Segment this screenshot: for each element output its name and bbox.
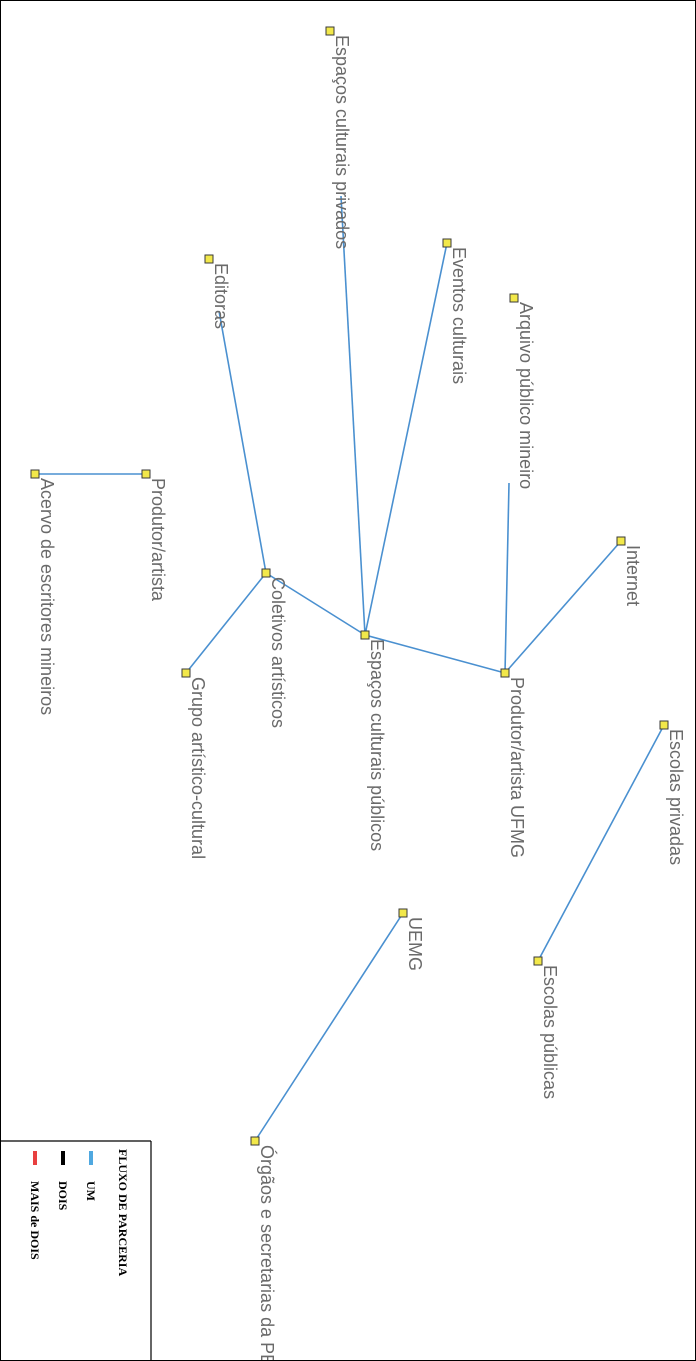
edge-prod_ufmg-internet [504, 540, 622, 674]
node-label: Espaços culturais privados [332, 35, 352, 249]
node-internet[interactable]: Internet [616, 536, 643, 606]
node-editoras[interactable]: Editoras [204, 254, 231, 329]
node-marker[interactable] [30, 469, 40, 479]
node-label: Eventos culturais [449, 247, 469, 384]
node-label: Espaços culturais públicos [367, 639, 387, 851]
node-prod_ufmg[interactable]: Produtor/artista UFMG [500, 668, 527, 858]
node-label: Acervo de escritores mineiros [37, 478, 57, 715]
node-label: UEMG [405, 917, 425, 971]
legend-label: DOIS [56, 1181, 70, 1211]
node-label: Produtor/artista UFMG [507, 677, 527, 858]
node-label: Produtor/artista [148, 478, 168, 602]
node-esc_priv[interactable]: Escolas privadas [659, 720, 686, 865]
legend-item: UM [84, 1151, 98, 1201]
node-esc_pub[interactable]: Escolas públicas [533, 956, 560, 1099]
node-marker[interactable] [204, 254, 214, 264]
node-marker[interactable] [659, 720, 669, 730]
edge-coletivos-esp_pub [265, 572, 366, 636]
node-marker[interactable] [398, 908, 408, 918]
nodes-layer: Espaços culturais privados Eventos cultur… [30, 26, 686, 1361]
node-marker[interactable] [616, 536, 626, 546]
node-label: Editoras [211, 263, 231, 329]
node-esp_priv[interactable]: Espaços culturais privados [325, 26, 352, 249]
legend-item: DOIS [56, 1151, 70, 1211]
node-marker[interactable] [500, 668, 510, 678]
node-label: Internet [623, 545, 643, 606]
edge-esp_pub-prod_ufmg [364, 634, 506, 674]
node-marker[interactable] [250, 1136, 260, 1146]
legend: FLUXO DE PARCERIA UM DOIS MAIS de DOIS [1, 1140, 152, 1360]
node-grupo[interactable]: Grupo artístico-cultural [181, 668, 208, 859]
node-label: Órgãos e secretarias da PBH [257, 1145, 278, 1361]
node-arquivo[interactable]: Arquivo público mineiro [509, 293, 536, 489]
node-marker[interactable] [509, 293, 519, 303]
node-coletivos[interactable]: Coletivos artísticos [261, 568, 288, 728]
node-label: Escolas privadas [666, 729, 686, 865]
node-label: Arquivo público mineiro [516, 302, 536, 489]
node-marker[interactable] [141, 469, 151, 479]
edge-esp_pub-eventos [364, 242, 448, 636]
node-orgaos[interactable]: Órgãos e secretarias da PBH [250, 1136, 278, 1361]
edge-esp_pub-esp_priv [340, 195, 366, 636]
node-esp_pub[interactable]: Espaços culturais públicos [360, 630, 387, 851]
node-label: Escolas públicas [540, 965, 560, 1099]
node-marker[interactable] [442, 238, 452, 248]
edge-uemg-orgaos [254, 912, 404, 1142]
node-marker[interactable] [533, 956, 543, 966]
edges-layer [35, 195, 665, 1142]
node-uemg[interactable]: UEMG [398, 908, 425, 971]
legend-item: MAIS de DOIS [28, 1151, 42, 1260]
node-produtor[interactable]: Produtor/artista [141, 469, 168, 602]
edge-prod_ufmg-arquivo [504, 482, 510, 674]
node-marker[interactable] [325, 26, 335, 36]
node-marker[interactable] [360, 630, 370, 640]
node-marker[interactable] [181, 668, 191, 678]
edge-coletivos-editoras [218, 310, 267, 574]
edge-esc_priv-esc_pub [537, 724, 665, 962]
legend-items: UM DOIS MAIS de DOIS [28, 1151, 98, 1260]
legend-label: UM [84, 1181, 98, 1201]
node-acervo[interactable]: Acervo de escritores mineiros [30, 469, 57, 715]
legend-title: FLUXO DE PARCERIA [116, 1149, 130, 1276]
node-label: Grupo artístico-cultural [188, 677, 208, 859]
node-marker[interactable] [261, 568, 271, 578]
legend-label: MAIS de DOIS [28, 1181, 42, 1260]
edge-coletivos-grupo [185, 572, 267, 674]
node-eventos[interactable]: Eventos culturais [442, 238, 469, 384]
node-label: Coletivos artísticos [268, 577, 288, 728]
